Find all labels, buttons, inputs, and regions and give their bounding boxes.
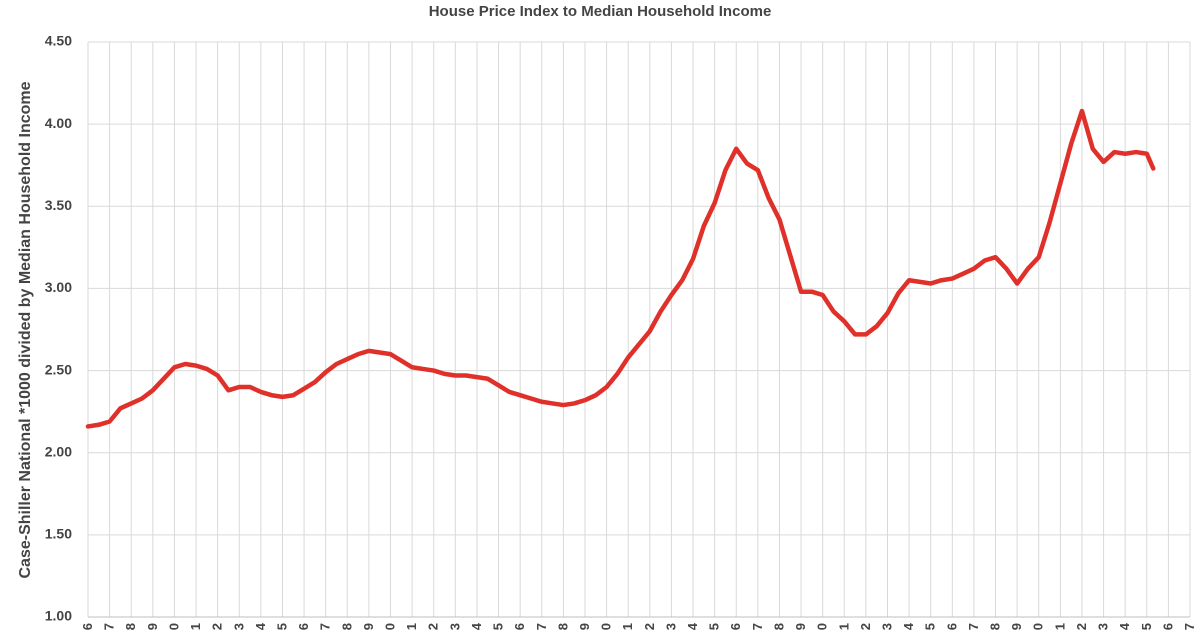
y-tick-label: 2.00 — [45, 443, 72, 459]
x-tick-label: 2016 — [944, 623, 959, 630]
x-tick-label: 1996 — [512, 623, 527, 630]
x-tick-label: 2019 — [1009, 623, 1024, 630]
y-tick-label: 1.50 — [45, 526, 72, 542]
x-tick-label: 2018 — [988, 623, 1003, 630]
x-tick-label: 1997 — [534, 623, 549, 630]
y-tick-label: 3.50 — [45, 197, 72, 213]
y-axis-label: Case-Shiller National *1000 divided by M… — [17, 81, 34, 578]
chart-title: House Price Index to Median Household In… — [429, 3, 772, 20]
y-tick-label: 4.50 — [45, 33, 72, 49]
x-tick-label: 2011 — [836, 623, 851, 630]
y-tick-label: 1.00 — [45, 608, 72, 624]
x-tick-label: 1977 — [102, 623, 117, 630]
y-tick-label: 4.00 — [45, 115, 72, 131]
x-tick-label: 1993 — [447, 623, 462, 630]
y-tick-label: 3.00 — [45, 279, 72, 295]
x-tick-label: 2020 — [1031, 623, 1046, 630]
x-tick-label: 2000 — [599, 623, 614, 630]
x-tick-label: 1978 — [123, 623, 138, 630]
x-tick-label: 2009 — [793, 623, 808, 630]
x-tick-label: 1998 — [555, 623, 570, 630]
x-tick-label: 2017 — [966, 623, 981, 630]
x-tick-label: 2013 — [879, 623, 894, 630]
x-tick-label: 2005 — [707, 623, 722, 630]
x-tick-label: 2024 — [1117, 622, 1132, 630]
x-tick-label: 1981 — [188, 623, 203, 630]
x-tick-label: 1985 — [274, 623, 289, 630]
x-tick-label: 1999 — [577, 623, 592, 630]
x-tick-label: 2010 — [815, 623, 830, 630]
x-tick-label: 2027 — [1182, 623, 1197, 630]
x-tick-label: 1979 — [145, 623, 160, 630]
x-tick-label: 1980 — [166, 623, 181, 630]
x-tick-label: 2022 — [1074, 623, 1089, 630]
data-line — [85, 108, 1156, 429]
x-tick-label: 2002 — [642, 623, 657, 630]
x-tick-label: 2007 — [750, 623, 765, 630]
x-tick-label: 1992 — [426, 623, 441, 630]
x-tick-label: 1982 — [210, 623, 225, 630]
x-tick-label: 1991 — [404, 623, 419, 630]
x-tick-label: 2006 — [728, 623, 743, 630]
x-tick-label: 1995 — [491, 623, 506, 630]
x-tick-label: 1987 — [318, 623, 333, 630]
x-tick-label: 2014 — [901, 622, 916, 630]
x-tick-label: 1989 — [361, 623, 376, 630]
x-tick-label: 2026 — [1160, 623, 1175, 630]
x-tick-label: 2001 — [620, 623, 635, 630]
x-tick-label: 2003 — [663, 623, 678, 630]
x-tick-label: 2025 — [1139, 623, 1154, 630]
x-tick-label: 2023 — [1096, 623, 1111, 630]
x-tick-label: 1986 — [296, 623, 311, 630]
x-tick-label: 1976 — [80, 623, 95, 630]
x-tick-label: 2021 — [1052, 623, 1067, 630]
x-tick-label: 2012 — [858, 623, 873, 630]
x-tick-label: 1983 — [231, 623, 246, 630]
x-tick-label: 2004 — [685, 622, 700, 630]
x-tick-label: 1984 — [253, 622, 268, 630]
x-tick-label: 2008 — [771, 623, 786, 630]
x-tick-label: 1994 — [469, 622, 484, 630]
x-tick-label: 2015 — [923, 623, 938, 630]
x-tick-label: 1990 — [383, 623, 398, 630]
x-tick-label: 1988 — [339, 623, 354, 630]
y-tick-label: 2.50 — [45, 361, 72, 377]
